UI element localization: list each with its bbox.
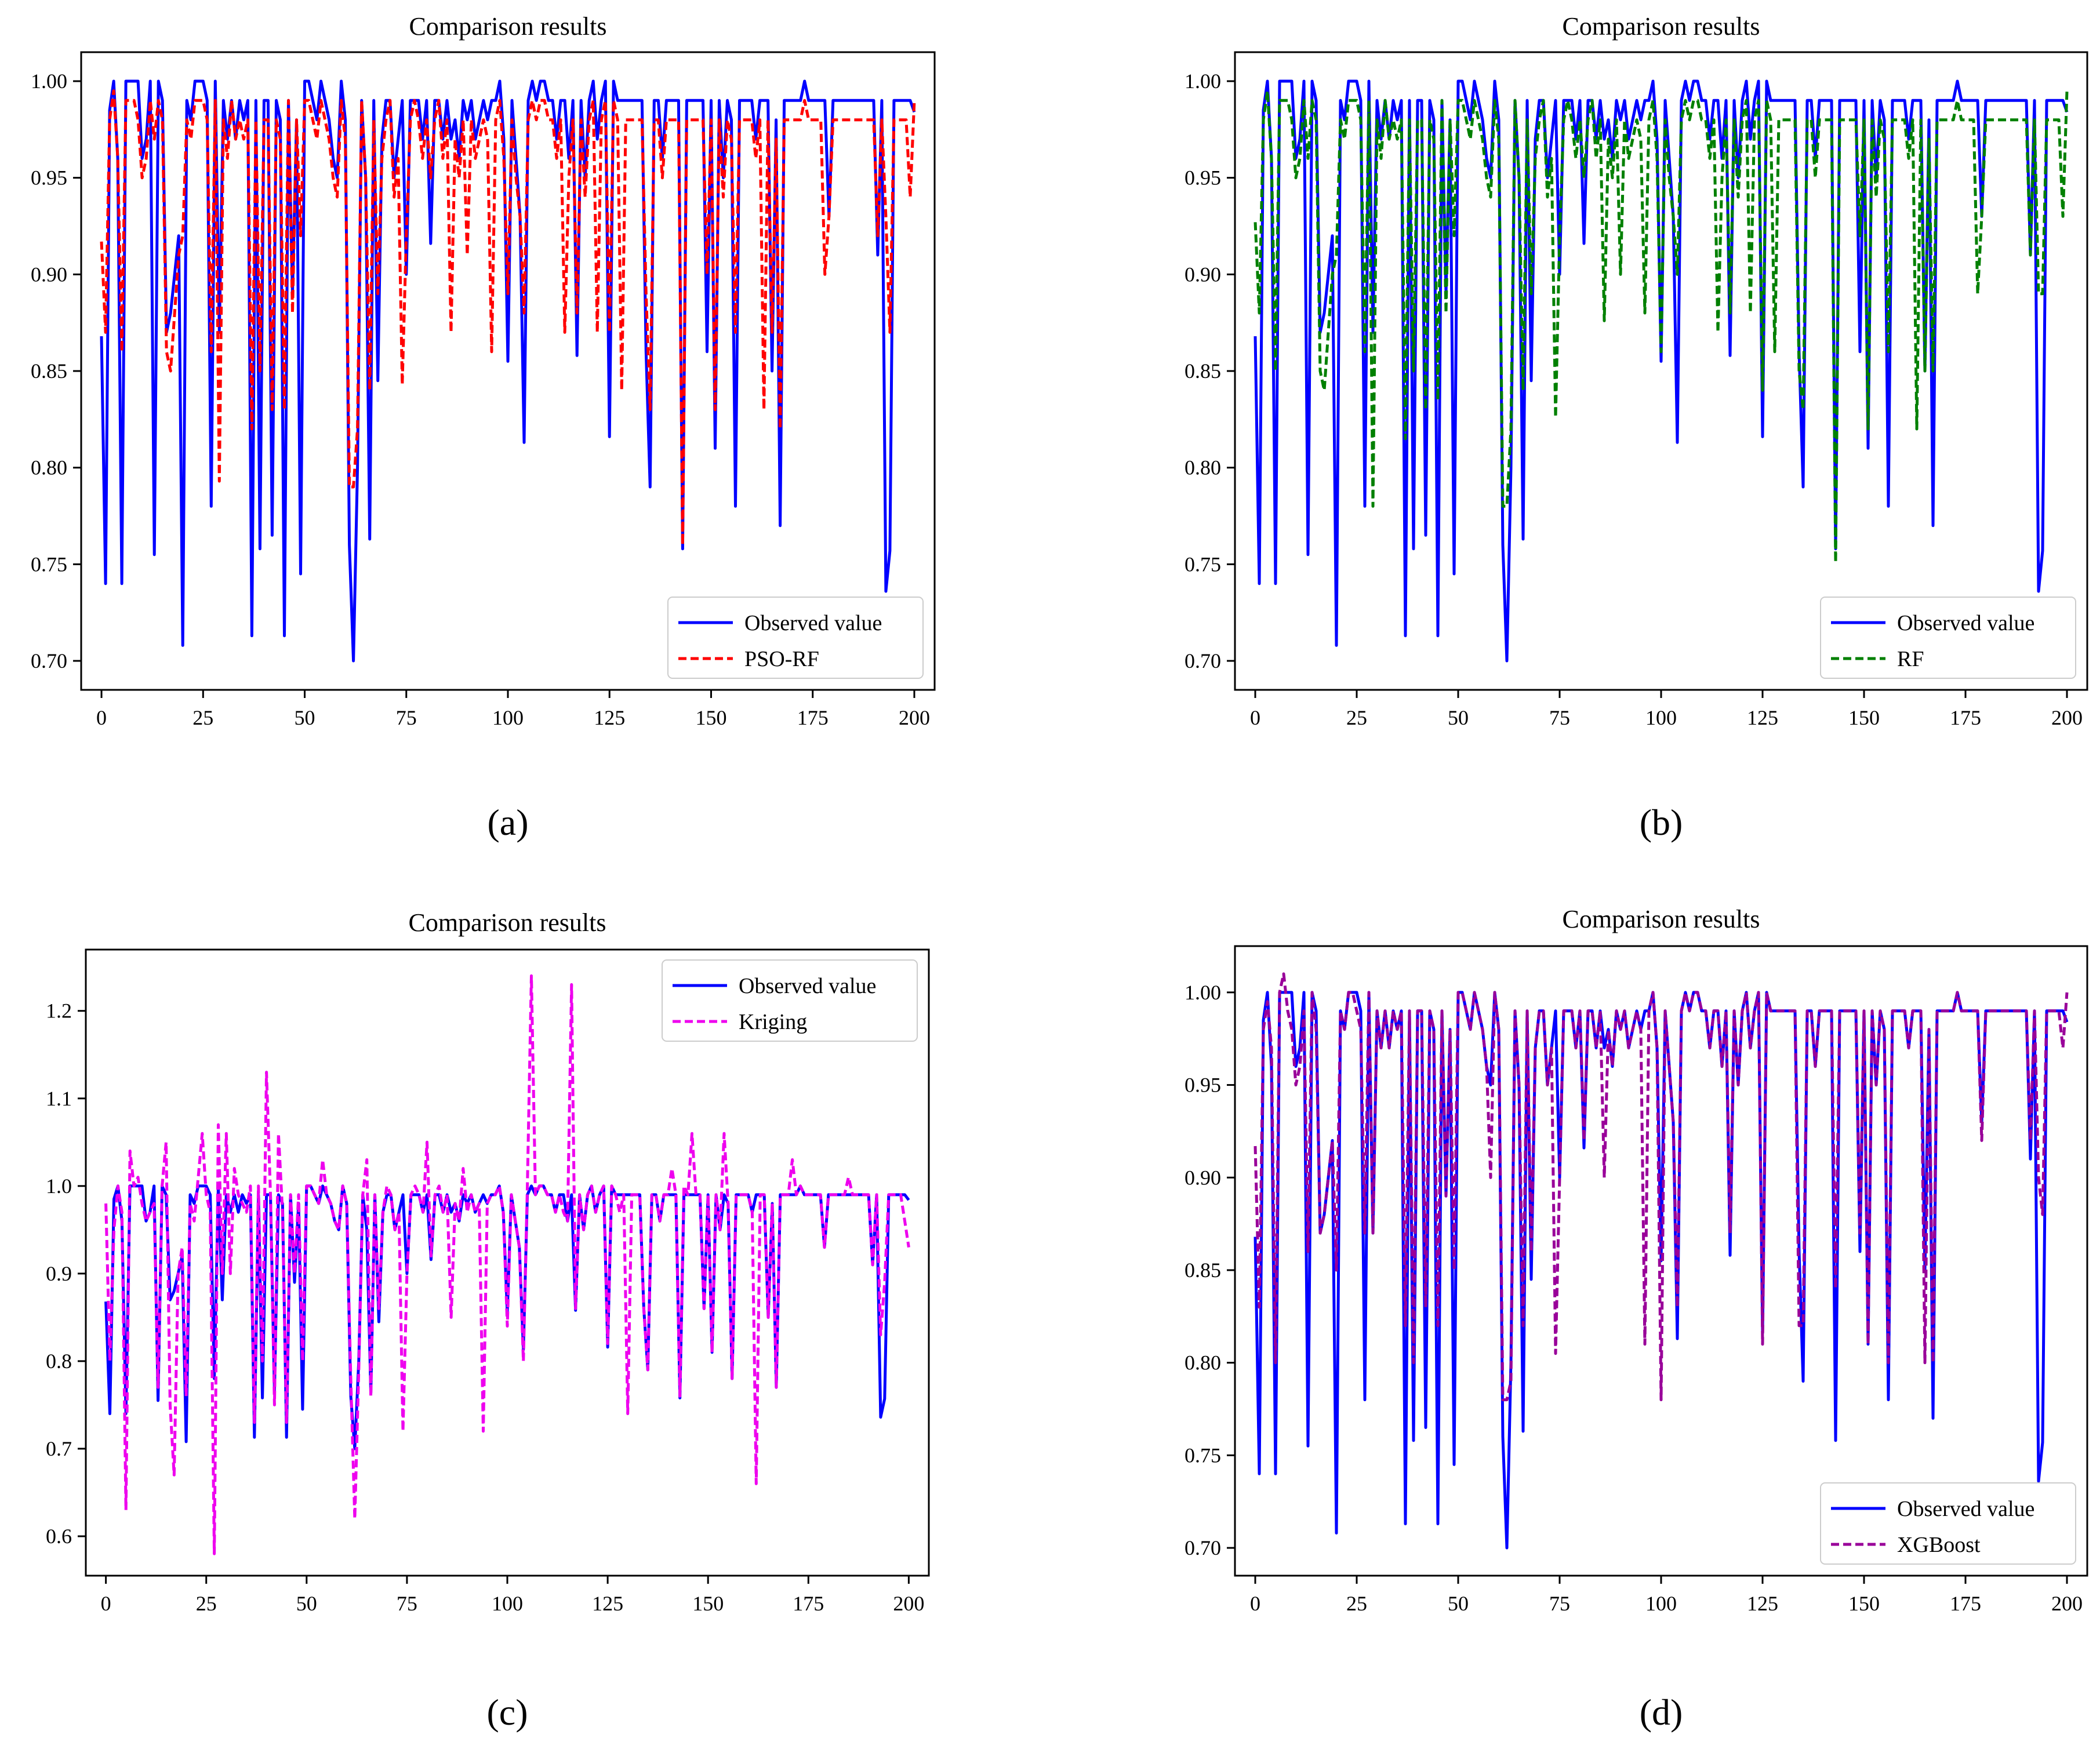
y-tick-label: 1.0: [46, 1175, 72, 1198]
x-tick-label: 0: [1250, 1592, 1260, 1615]
chart-title: Comparison results: [409, 908, 606, 937]
y-tick-label: 0.75: [1185, 552, 1221, 576]
y-tick-label: 0.90: [1185, 1166, 1221, 1189]
x-tick-label: 200: [899, 706, 930, 729]
x-tick-label: 125: [1747, 706, 1778, 729]
x-tick-label: 25: [1346, 1592, 1367, 1615]
x-tick-label: 100: [1645, 706, 1677, 729]
x-tick-label: 50: [1448, 1592, 1469, 1615]
legend-entry: Kriging: [739, 1010, 807, 1034]
x-tick-label: 25: [196, 1592, 217, 1615]
legend: Observed value XGBoost: [1820, 1482, 2076, 1565]
series-line-kriging: [104, 974, 910, 1555]
y-tick-label: 0.95: [1185, 166, 1221, 190]
chart-title: Comparison results: [1563, 12, 1760, 41]
x-tick-label: 125: [592, 1592, 623, 1615]
y-tick-label: 1.00: [31, 70, 67, 93]
y-tick-label: 0.6: [46, 1525, 72, 1548]
x-tick-label: 125: [1747, 1592, 1778, 1615]
x-tick-label: 0: [96, 706, 107, 729]
x-tick-label: 175: [793, 1592, 824, 1615]
y-tick-label: 0.70: [31, 649, 67, 672]
y-tick-label: 0.70: [1185, 1536, 1221, 1559]
y-tick-label: 0.70: [1185, 649, 1221, 672]
y-tick-label: 1.2: [46, 999, 72, 1023]
chart-title: Comparison results: [1563, 905, 1760, 933]
legend-entry: Observed value: [1897, 611, 2034, 635]
x-tick-label: 150: [1848, 706, 1880, 729]
legend-entry: PSO-RF: [744, 647, 819, 671]
x-tick-label: 175: [1950, 706, 1981, 729]
x-tick-label: 150: [1848, 1592, 1880, 1615]
y-tick-label: 0.8: [46, 1350, 72, 1373]
y-tick-label: 0.95: [1185, 1074, 1221, 1097]
x-tick-label: 75: [1549, 706, 1570, 729]
legend-box: [1820, 597, 2076, 679]
y-tick-label: 0.90: [31, 263, 67, 286]
y-tick-label: 0.80: [1185, 1351, 1221, 1375]
y-tick-label: 0.75: [31, 552, 67, 576]
y-tick-label: 1.00: [1185, 70, 1221, 93]
series-line-xgboost: [1254, 972, 2069, 1402]
x-tick-label: 50: [295, 706, 315, 729]
y-tick-label: 1.00: [1185, 981, 1221, 1004]
chart-title: Comparison results: [409, 12, 607, 41]
x-tick-label: 50: [1448, 706, 1469, 729]
x-tick-label: 100: [492, 706, 524, 729]
panel-label: (c): [486, 1692, 528, 1733]
y-tick-label: 0.85: [1185, 1259, 1221, 1282]
y-tick-label: 0.7: [46, 1437, 72, 1460]
legend-entry: Observed value: [744, 611, 882, 635]
panel-label: (d): [1640, 1692, 1683, 1733]
y-tick-label: 1.1: [46, 1087, 72, 1110]
x-tick-label: 25: [192, 706, 213, 729]
x-tick-label: 0: [101, 1592, 111, 1615]
y-tick-label: 0.85: [1185, 359, 1221, 383]
legend-entry: Observed value: [1897, 1497, 2034, 1521]
y-tick-label: 0.75: [1185, 1443, 1221, 1467]
chart-panel-1: Comparison results 0 25 50 75 100 125 150 175 200…: [31, 12, 936, 843]
legend-entry: Observed value: [739, 974, 876, 998]
chart-panel-4: Comparison results 0 25 50 75 100 125 150 175 200…: [1185, 905, 2088, 1733]
legend-entry: XGBoost: [1897, 1533, 1981, 1557]
x-tick-label: 150: [692, 1592, 724, 1615]
x-tick-label: 0: [1250, 706, 1260, 729]
x-tick-label: 150: [695, 706, 726, 729]
x-tick-label: 125: [594, 706, 625, 729]
x-tick-label: 75: [397, 1592, 417, 1615]
chart-panel-2: Comparison results 0 25 50 75 100 125 150 175 200…: [1185, 12, 2088, 843]
x-tick-label: 100: [1645, 1592, 1677, 1615]
legend-entry: RF: [1897, 647, 1924, 671]
legend: Observed value Kriging: [662, 959, 918, 1042]
x-tick-label: 175: [797, 706, 829, 729]
x-tick-label: 75: [396, 706, 417, 729]
chart-panel-3: Comparison results 0 25 50 75 100 125 150 175 200…: [46, 908, 930, 1733]
y-tick-label: 0.90: [1185, 263, 1221, 286]
x-tick-label: 50: [296, 1592, 317, 1615]
y-tick-label: 0.9: [46, 1262, 72, 1285]
legend: Observed value RF: [1820, 597, 2076, 679]
y-tick-label: 0.95: [31, 166, 67, 190]
y-tick-label: 0.80: [31, 456, 67, 479]
panel-label: (a): [487, 802, 528, 843]
x-tick-label: 25: [1346, 706, 1367, 729]
x-tick-label: 100: [492, 1592, 523, 1615]
series-line-rf: [1254, 89, 2069, 564]
x-tick-label: 200: [2051, 706, 2083, 729]
y-tick-label: 0.85: [31, 359, 67, 383]
x-tick-label: 200: [2051, 1592, 2083, 1615]
x-tick-label: 75: [1549, 1592, 1570, 1615]
legend: Observed value PSO-RF: [667, 597, 924, 679]
x-tick-label: 200: [893, 1592, 924, 1615]
x-tick-label: 175: [1950, 1592, 1981, 1615]
series-line-pso-rf: [100, 89, 916, 547]
y-tick-label: 0.80: [1185, 456, 1221, 479]
panel-label: (b): [1640, 802, 1683, 843]
